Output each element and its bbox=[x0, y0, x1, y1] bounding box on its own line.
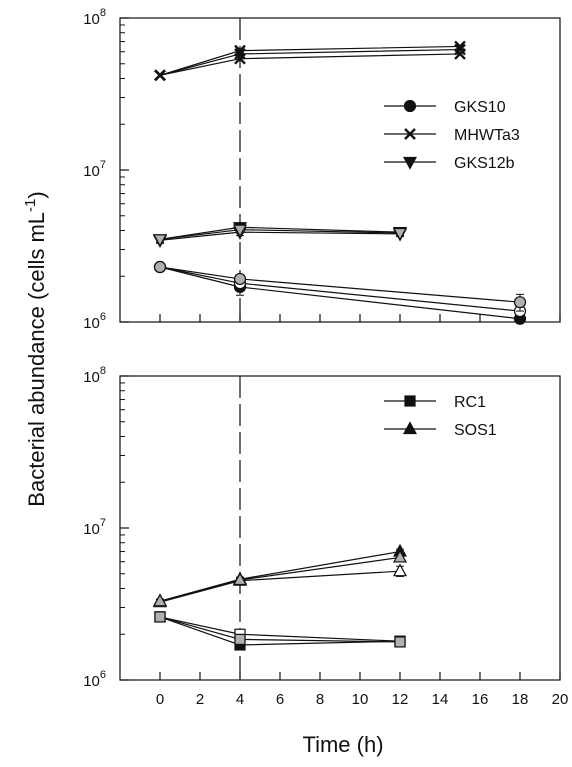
data-point bbox=[394, 636, 406, 648]
series-line bbox=[159, 48, 461, 76]
data-point bbox=[513, 296, 527, 309]
legend-marker bbox=[404, 395, 416, 407]
y-tick-exponent: 8 bbox=[100, 365, 106, 377]
y-axis-title-main: Bacterial abundance (cells mL bbox=[24, 212, 49, 507]
x-tick-label: 6 bbox=[276, 691, 284, 708]
y-tick-exponent: 7 bbox=[100, 517, 106, 529]
legend-marker bbox=[403, 99, 417, 113]
x-tick-label: 4 bbox=[236, 691, 244, 708]
x-tick-label: 10 bbox=[352, 691, 369, 708]
y-tick-exponent: 6 bbox=[100, 311, 106, 323]
data-point bbox=[392, 563, 408, 577]
series-gks10 bbox=[153, 260, 527, 318]
y-tick-base: 10 bbox=[83, 315, 100, 332]
y-tick-label: 108 bbox=[83, 7, 106, 28]
y-tick-label: 106 bbox=[83, 669, 106, 690]
series-line bbox=[159, 556, 401, 602]
data-point bbox=[454, 48, 466, 60]
x-tick-label: 0 bbox=[156, 691, 164, 708]
legend-marker bbox=[404, 128, 416, 140]
series-sos1 bbox=[152, 563, 408, 608]
legend-label: RC1 bbox=[454, 394, 486, 411]
y-tick-exponent: 8 bbox=[100, 7, 106, 19]
y-tick-label: 107 bbox=[83, 159, 106, 180]
legend-marker bbox=[402, 156, 418, 170]
series-sos1 bbox=[152, 549, 408, 607]
series-line bbox=[159, 266, 521, 303]
x-tick-label: 8 bbox=[316, 691, 324, 708]
data-point bbox=[154, 611, 166, 623]
y-tick-exponent: 7 bbox=[100, 159, 106, 171]
series-rc1 bbox=[154, 611, 406, 651]
series-gks10 bbox=[153, 260, 527, 312]
legend-panel-2: RC1 SOS1 bbox=[384, 394, 497, 439]
y-tick-label: 107 bbox=[83, 517, 106, 538]
data-point bbox=[392, 227, 408, 241]
legend-label: MHWTa3 bbox=[454, 127, 520, 144]
legend-marker bbox=[402, 421, 418, 435]
data-point bbox=[152, 593, 168, 607]
data-point bbox=[153, 260, 167, 274]
series-line bbox=[159, 550, 401, 602]
y-tick-exponent: 6 bbox=[100, 669, 106, 681]
legend-label: GKS12b bbox=[454, 155, 515, 172]
y-tick-base: 10 bbox=[83, 369, 100, 386]
legend-label: SOS1 bbox=[454, 422, 497, 439]
series-rc1 bbox=[154, 611, 406, 648]
series-mhwta3 bbox=[154, 48, 466, 82]
y-tick-label: 106 bbox=[83, 311, 106, 332]
y-tick-label: 108 bbox=[83, 365, 106, 386]
data-point bbox=[234, 633, 246, 645]
x-axis-title: Time (h) bbox=[302, 732, 383, 757]
data-point bbox=[232, 224, 248, 238]
x-tick-label: 2 bbox=[196, 691, 204, 708]
y-axis-title-suffix: ) bbox=[24, 191, 49, 198]
y-tick-base: 10 bbox=[83, 521, 100, 538]
x-tick-label: 14 bbox=[432, 691, 449, 708]
data-point bbox=[233, 272, 247, 286]
legend-label: GKS10 bbox=[454, 99, 506, 116]
data-point bbox=[234, 48, 246, 60]
data-point bbox=[154, 69, 166, 82]
series-line bbox=[159, 53, 461, 76]
y-axis-title: Bacterial abundance (cells mL-1) bbox=[22, 191, 49, 506]
series-sos1 bbox=[152, 543, 408, 607]
series-mhwta3 bbox=[154, 40, 466, 82]
data-point bbox=[152, 234, 168, 248]
data-point bbox=[454, 43, 466, 56]
series-gks12b bbox=[152, 222, 408, 248]
x-tick-label: 16 bbox=[472, 691, 489, 708]
x-tick-label: 12 bbox=[392, 691, 409, 708]
legend-panel-1: GKS10 MHWTa3 GKS12b bbox=[384, 99, 520, 172]
series-line bbox=[159, 266, 521, 312]
data-point bbox=[392, 549, 408, 563]
y-tick-base: 10 bbox=[83, 11, 100, 28]
y-tick-base: 10 bbox=[83, 163, 100, 180]
x-tick-label: 18 bbox=[512, 691, 529, 708]
y-tick-base: 10 bbox=[83, 673, 100, 690]
data-point bbox=[234, 52, 246, 65]
data-point bbox=[232, 572, 248, 586]
y-axis-title-superscript: -1 bbox=[22, 199, 39, 212]
series-line bbox=[159, 570, 401, 603]
series-gks12b bbox=[152, 224, 408, 248]
x-tick-label: 20 bbox=[552, 691, 569, 708]
